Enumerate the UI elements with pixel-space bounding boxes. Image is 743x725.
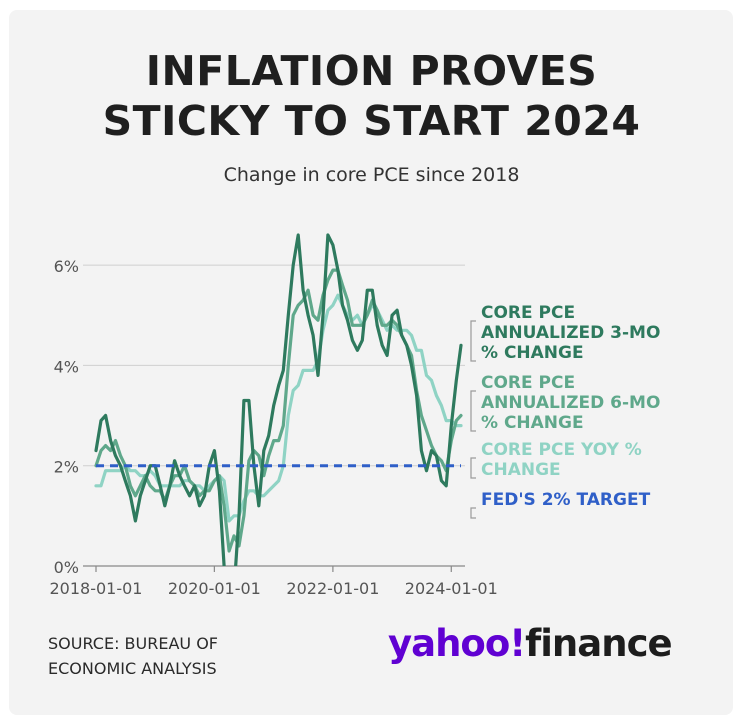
chart-title: INFLATION PROVES STICKY TO START 2024 [0, 46, 743, 146]
logo-yahoo: yahoo! [388, 622, 526, 665]
y-tick-label: 2% [54, 458, 79, 477]
x-tick-label: 2024-01-01 [405, 579, 498, 598]
title-line-1: INFLATION PROVES [145, 47, 598, 95]
legend-label-yoy: CORE PCE YOY % CHANGE [481, 440, 642, 480]
y-tick-label: 4% [54, 357, 79, 376]
y-tick-label: 0% [54, 558, 79, 577]
legend-bracket [470, 390, 476, 432]
legend-label-annualized_3mo: CORE PCE ANNUALIZED 3-MO% CHANGE [481, 303, 660, 363]
logo-finance: finance [525, 622, 672, 665]
legend-label-annualized_6mo: CORE PCE ANNUALIZED 6-MO% CHANGE [481, 373, 660, 433]
chart-subtitle: Change in core PCE since 2018 [223, 164, 520, 186]
chart-card [9, 10, 733, 715]
y-tick-label: 6% [54, 257, 79, 276]
legend-bracket [470, 507, 476, 519]
legend-bracket [470, 320, 476, 362]
source-note: SOURCE: BUREAU OF ECONOMIC ANALYSIS [48, 634, 218, 678]
yahoo-finance-logo: yahoo!finance [388, 622, 673, 665]
x-tick-label: 2020-01-01 [168, 579, 261, 598]
legend-bracket [470, 457, 476, 479]
x-tick-label: 2018-01-01 [50, 579, 143, 598]
series-line-annualized_3mo [94, 233, 463, 566]
series-line-annualized_6mo [94, 268, 463, 553]
x-tick-label: 2022-01-01 [286, 579, 379, 598]
legend-label-target: FED'S 2% TARGET [481, 490, 651, 510]
title-line-2: STICKY TO START 2024 [102, 97, 641, 145]
